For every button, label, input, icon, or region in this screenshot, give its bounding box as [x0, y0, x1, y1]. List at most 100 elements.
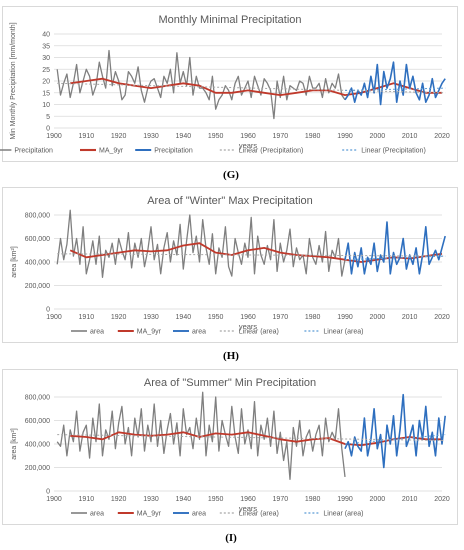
legend-label: area — [192, 329, 206, 336]
y-axis-label: area [km²] — [11, 246, 18, 278]
y-tick-label: 15 — [42, 90, 50, 97]
x-tick-label: 1930 — [143, 496, 159, 503]
chart-title: Area of "Summer" Min Precipitation — [144, 377, 316, 389]
y-tick-label: 30 — [42, 55, 50, 62]
y-tick-label: 400,000 — [25, 260, 50, 267]
y-tick-label: 0 — [46, 307, 50, 314]
series-line-3 — [57, 434, 446, 441]
legend-label: MA_9yr — [137, 329, 162, 336]
legend-label: area — [90, 329, 104, 336]
x-axis-label: years — [239, 141, 258, 150]
series-line-1 — [70, 77, 442, 96]
x-tick-label: 1970 — [273, 314, 289, 321]
series-line-3 — [57, 82, 446, 94]
series-line-1 — [70, 431, 442, 447]
chart-caption: (H) — [223, 350, 239, 362]
legend-label: Linear (Precipitation) — [361, 148, 426, 155]
x-tick-label: 1990 — [337, 314, 353, 321]
x-tick-label: 1940 — [176, 133, 192, 140]
y-tick-label: 600,000 — [25, 418, 50, 425]
y-tick-label: 0 — [46, 489, 50, 496]
legend-label: MA_9yr — [99, 148, 124, 155]
x-tick-label: 1940 — [176, 314, 192, 321]
x-tick-label: 1990 — [337, 496, 353, 503]
x-tick-label: 1920 — [111, 133, 127, 140]
x-axis-label: years — [239, 504, 258, 513]
chart-svg-g: Monthly Minimal Precipitation 0 5 10 15 20 25 3… — [0, 14, 450, 155]
x-tick-label: 1990 — [337, 133, 353, 140]
x-tick-label: 1940 — [176, 496, 192, 503]
chart-svg-i: Area of "Summer" Min Precipitation 0 200,0… — [11, 377, 450, 518]
y-tick-label: 5 — [46, 114, 50, 121]
series-line-4 — [344, 87, 446, 91]
legend-label: Precipitation — [154, 148, 193, 155]
y-tick-label: 20 — [42, 79, 50, 86]
y-axis-label: Min Monthly Precipitation [mm/month] — [10, 22, 17, 139]
y-tick-label: 10 — [42, 102, 50, 109]
y-tick-label: 40 — [42, 32, 50, 39]
legend-label: MA_9yr — [137, 511, 162, 518]
y-tick-label: 600,000 — [25, 236, 50, 243]
chart-title: Area of "Winter" Max Precipitation — [147, 195, 313, 207]
series-line-4 — [344, 434, 446, 445]
series-line-3 — [57, 253, 446, 257]
x-tick-label: 1950 — [208, 314, 224, 321]
x-tick-label: 1980 — [305, 314, 321, 321]
x-tick-label: 1910 — [79, 133, 95, 140]
series-line-0 — [56, 49, 346, 120]
legend-label: area — [90, 511, 104, 518]
chart-title: Monthly Minimal Precipitation — [158, 14, 301, 26]
x-tick-label: 2000 — [370, 496, 386, 503]
legend-label: Linear (area) — [239, 511, 279, 518]
x-tick-label: 1910 — [79, 496, 95, 503]
x-tick-label: 1960 — [240, 133, 256, 140]
x-tick-label: 2020 — [434, 314, 450, 321]
x-tick-label: 1930 — [143, 314, 159, 321]
x-tick-label: 2010 — [402, 496, 418, 503]
x-tick-label: 1960 — [240, 496, 256, 503]
x-tick-label: 1950 — [208, 133, 224, 140]
y-tick-label: 200,000 — [25, 465, 50, 472]
y-tick-label: 35 — [42, 43, 50, 50]
x-tick-label: 1920 — [111, 314, 127, 321]
x-tick-label: 1900 — [46, 133, 62, 140]
x-tick-label: 1960 — [240, 314, 256, 321]
x-tick-label: 1910 — [79, 314, 95, 321]
y-tick-label: 800,000 — [25, 395, 50, 402]
x-tick-label: 1970 — [273, 133, 289, 140]
legend-label: Linear (Precipitation) — [239, 148, 304, 155]
x-tick-label: 1900 — [46, 496, 62, 503]
x-axis-label: years — [239, 322, 258, 331]
legend-label: Linear (area) — [239, 329, 279, 336]
y-tick-label: 0 — [46, 126, 50, 133]
series-line-4 — [344, 255, 446, 261]
legend-label: area — [192, 511, 206, 518]
x-tick-label: 2020 — [434, 133, 450, 140]
x-tick-label: 1930 — [143, 133, 159, 140]
y-axis-label: area [km²] — [11, 428, 18, 460]
chart-frame — [2, 187, 458, 343]
x-tick-label: 2010 — [402, 133, 418, 140]
series-line-2 — [344, 61, 446, 106]
x-tick-label: 1980 — [305, 496, 321, 503]
y-tick-label: 800,000 — [25, 213, 50, 220]
legend-label: Linear (area) — [323, 329, 363, 336]
legend-label: Precipitation — [14, 148, 53, 155]
x-tick-label: 2000 — [370, 314, 386, 321]
x-tick-label: 1900 — [46, 314, 62, 321]
y-tick-label: 200,000 — [25, 283, 50, 290]
x-tick-label: 2010 — [402, 314, 418, 321]
series-line-2 — [344, 221, 446, 275]
x-tick-label: 1950 — [208, 496, 224, 503]
y-tick-label: 25 — [42, 67, 50, 74]
x-tick-label: 2000 — [370, 133, 386, 140]
x-tick-label: 1970 — [273, 496, 289, 503]
x-tick-label: 1980 — [305, 133, 321, 140]
chart-caption: (G) — [223, 169, 239, 181]
series-line-2 — [344, 393, 446, 469]
x-tick-label: 2020 — [434, 496, 450, 503]
x-tick-label: 1920 — [111, 496, 127, 503]
chart-caption: (I) — [225, 532, 237, 544]
y-tick-label: 400,000 — [25, 442, 50, 449]
legend-label: Linear (area) — [323, 511, 363, 518]
